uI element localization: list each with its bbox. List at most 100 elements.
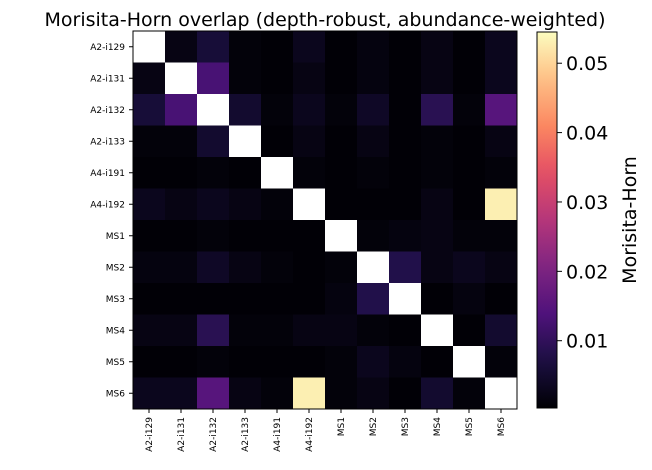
heatmap-cell [165,94,198,126]
heatmap-cell [165,377,198,410]
heatmap-cell [229,31,262,63]
heatmap-cell [133,283,166,315]
heatmap-cell [485,188,518,221]
heatmap-cell [421,346,454,378]
heatmap-cell [357,220,390,252]
heatmap-cell [293,283,326,315]
heatmap-cell [197,31,230,63]
heatmap-cell [357,62,390,95]
heatmap-cell [389,377,422,410]
heatmap-cell [453,157,486,189]
heatmap-cell [293,125,326,158]
heatmap-cell [229,251,262,284]
heatmap-cell [293,31,326,63]
heatmap-cell [325,251,358,284]
heatmap-cell [165,283,198,315]
heatmap-cell [453,377,486,410]
heatmap-cell [229,346,262,378]
colorbar [536,31,558,409]
heatmap-cell [261,346,294,378]
heatmap-cell [421,377,454,410]
heatmap-cell [293,251,326,284]
colorbar-tick-label: 0.04 [566,123,608,145]
heatmap-cell [133,125,166,158]
heatmap-cell [453,94,486,126]
col-label: A2-i129 [145,417,155,452]
colorbar-label: Morisita-Horn [619,156,641,284]
heatmap-cell [197,377,230,410]
heatmap-cell [261,377,294,410]
col-labels: A2-i129 A2-i131 A2-i132 A2-i133 A4-i191 A4-i1… [145,409,507,452]
heatmap-cell [421,314,454,347]
heatmap-cell [357,346,390,378]
row-label: MS2 [106,263,125,273]
heatmap-cell [325,188,358,221]
heatmap-cell [389,157,422,189]
heatmap-cell [389,125,422,158]
heatmap-cell [485,157,518,189]
colorbar-tick-label: 0.03 [566,192,608,214]
heatmap-cell [165,62,198,95]
heatmap-cell [133,251,166,284]
heatmap-cell [421,283,454,315]
heatmap-cell [293,346,326,378]
heatmap-cell [261,251,294,284]
heatmap-cell [197,220,230,252]
row-label: MS5 [106,358,125,368]
heatmap-cell [453,251,486,284]
heatmap-cell [389,220,422,252]
heatmap-cell [389,251,422,284]
heatmap-cell [357,377,390,410]
heatmap-cell [453,283,486,315]
col-label: MS6 [497,417,507,436]
heatmap-cell [389,31,422,63]
col-label: A2-i133 [241,417,251,452]
heatmap-cell [357,94,390,126]
heatmap-cell [357,125,390,158]
heatmap-cell [165,251,198,284]
row-label: MS4 [106,326,125,336]
row-label: A4-i191 [90,169,125,179]
heatmap-cell [229,220,262,252]
heatmap-cell [197,188,230,221]
row-label: MS6 [106,389,125,399]
heatmap-cell [453,188,486,221]
heatmap-cell [261,125,294,158]
heatmap-cell [389,346,422,378]
heatmap-cell [453,346,486,378]
heatmap-cell [325,125,358,158]
heatmap-cell [453,31,486,63]
colorbar-tick-label: 0.02 [566,261,608,283]
row-label: MS3 [106,295,125,305]
heatmap-cell [197,125,230,158]
heatmap-cell [325,62,358,95]
row-label: A4-i192 [90,200,125,210]
heatmap-cell [293,188,326,221]
colorbar-tick-label: 0.05 [566,53,608,75]
heatmap-cell [293,157,326,189]
heatmap-cell [261,220,294,252]
heatmap-cell [133,31,166,63]
heatmap-cell [165,220,198,252]
row-label: A2-i129 [90,43,125,53]
heatmap-cell [421,251,454,284]
col-label: A2-i132 [209,417,219,452]
heatmap-cell [421,220,454,252]
heatmap-cell [133,314,166,347]
heatmap-cell [165,125,198,158]
heatmap-cell [165,188,198,221]
heatmap-cell [485,125,518,158]
heatmap-cell [261,62,294,95]
heatmap-cell [485,314,518,347]
heatmap-cell [133,62,166,95]
heatmap-cell [133,157,166,189]
heatmap-cell [197,283,230,315]
col-label: A4-i192 [305,417,315,452]
heatmap-cell [389,283,422,315]
heatmap-cells [133,31,518,410]
heatmap-cell [421,125,454,158]
heatmap-cell [165,314,198,347]
heatmap-cell [165,31,198,63]
heatmap-cell [133,346,166,378]
heatmap-cell [229,377,262,410]
